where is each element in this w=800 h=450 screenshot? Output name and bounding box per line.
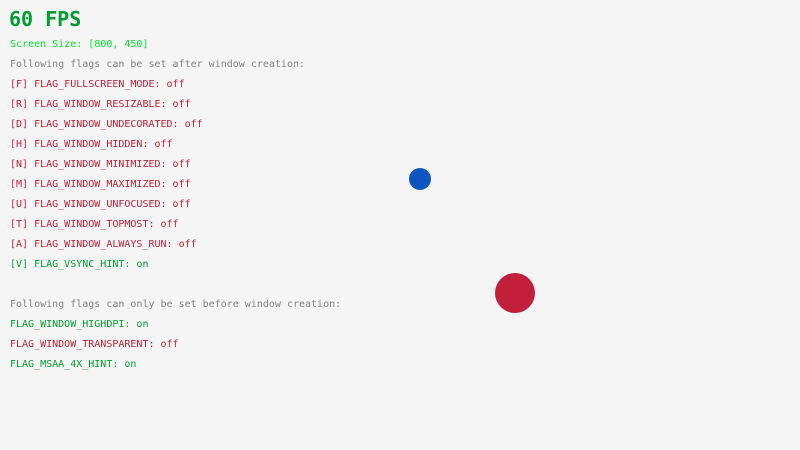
flag-status-window-resizable: [R] FLAG_WINDOW_RESIZABLE: off	[10, 99, 191, 110]
after-creation-header: Following flags can be set after window …	[10, 59, 306, 70]
fps-counter: 60 FPS	[9, 7, 82, 31]
flag-status-fullscreen-mode: [F] FLAG_FULLSCREEN_MODE: off	[10, 79, 185, 90]
flag-status-window-topmost: [T] FLAG_WINDOW_TOPMOST: off	[10, 219, 179, 230]
flag-status-vsync-hint: [V] FLAG_VSYNC_HINT: on	[10, 259, 149, 270]
flag-status-window-maximized: [M] FLAG_WINDOW_MAXIMIZED: off	[10, 179, 191, 190]
flag-status-window-always-run: [A] FLAG_WINDOW_ALWAYS_RUN: off	[10, 239, 197, 250]
bouncing-ball-blue	[409, 168, 431, 190]
flag-status-window-highdpi: FLAG_WINDOW_HIGHDPI: on	[10, 319, 149, 330]
flag-status-window-hidden: [H] FLAG_WINDOW_HIDDEN: off	[10, 139, 173, 150]
before-creation-header: Following flags can only be set before w…	[10, 299, 342, 310]
bouncing-ball-red	[495, 273, 535, 313]
flag-status-window-transparent: FLAG_WINDOW_TRANSPARENT: off	[10, 339, 179, 350]
flag-status-window-unfocused: [U] FLAG_WINDOW_UNFOCUSED: off	[10, 199, 191, 210]
flag-status-window-minimized: [N] FLAG_WINDOW_MINIMIZED: off	[10, 159, 191, 170]
flag-status-window-undecorated: [D] FLAG_WINDOW_UNDECORATED: off	[10, 119, 203, 130]
flag-status-msaa-4x-hint: FLAG_MSAA_4X_HINT: on	[10, 359, 137, 370]
screen-size-label: Screen Size: [800, 450]	[10, 39, 149, 50]
